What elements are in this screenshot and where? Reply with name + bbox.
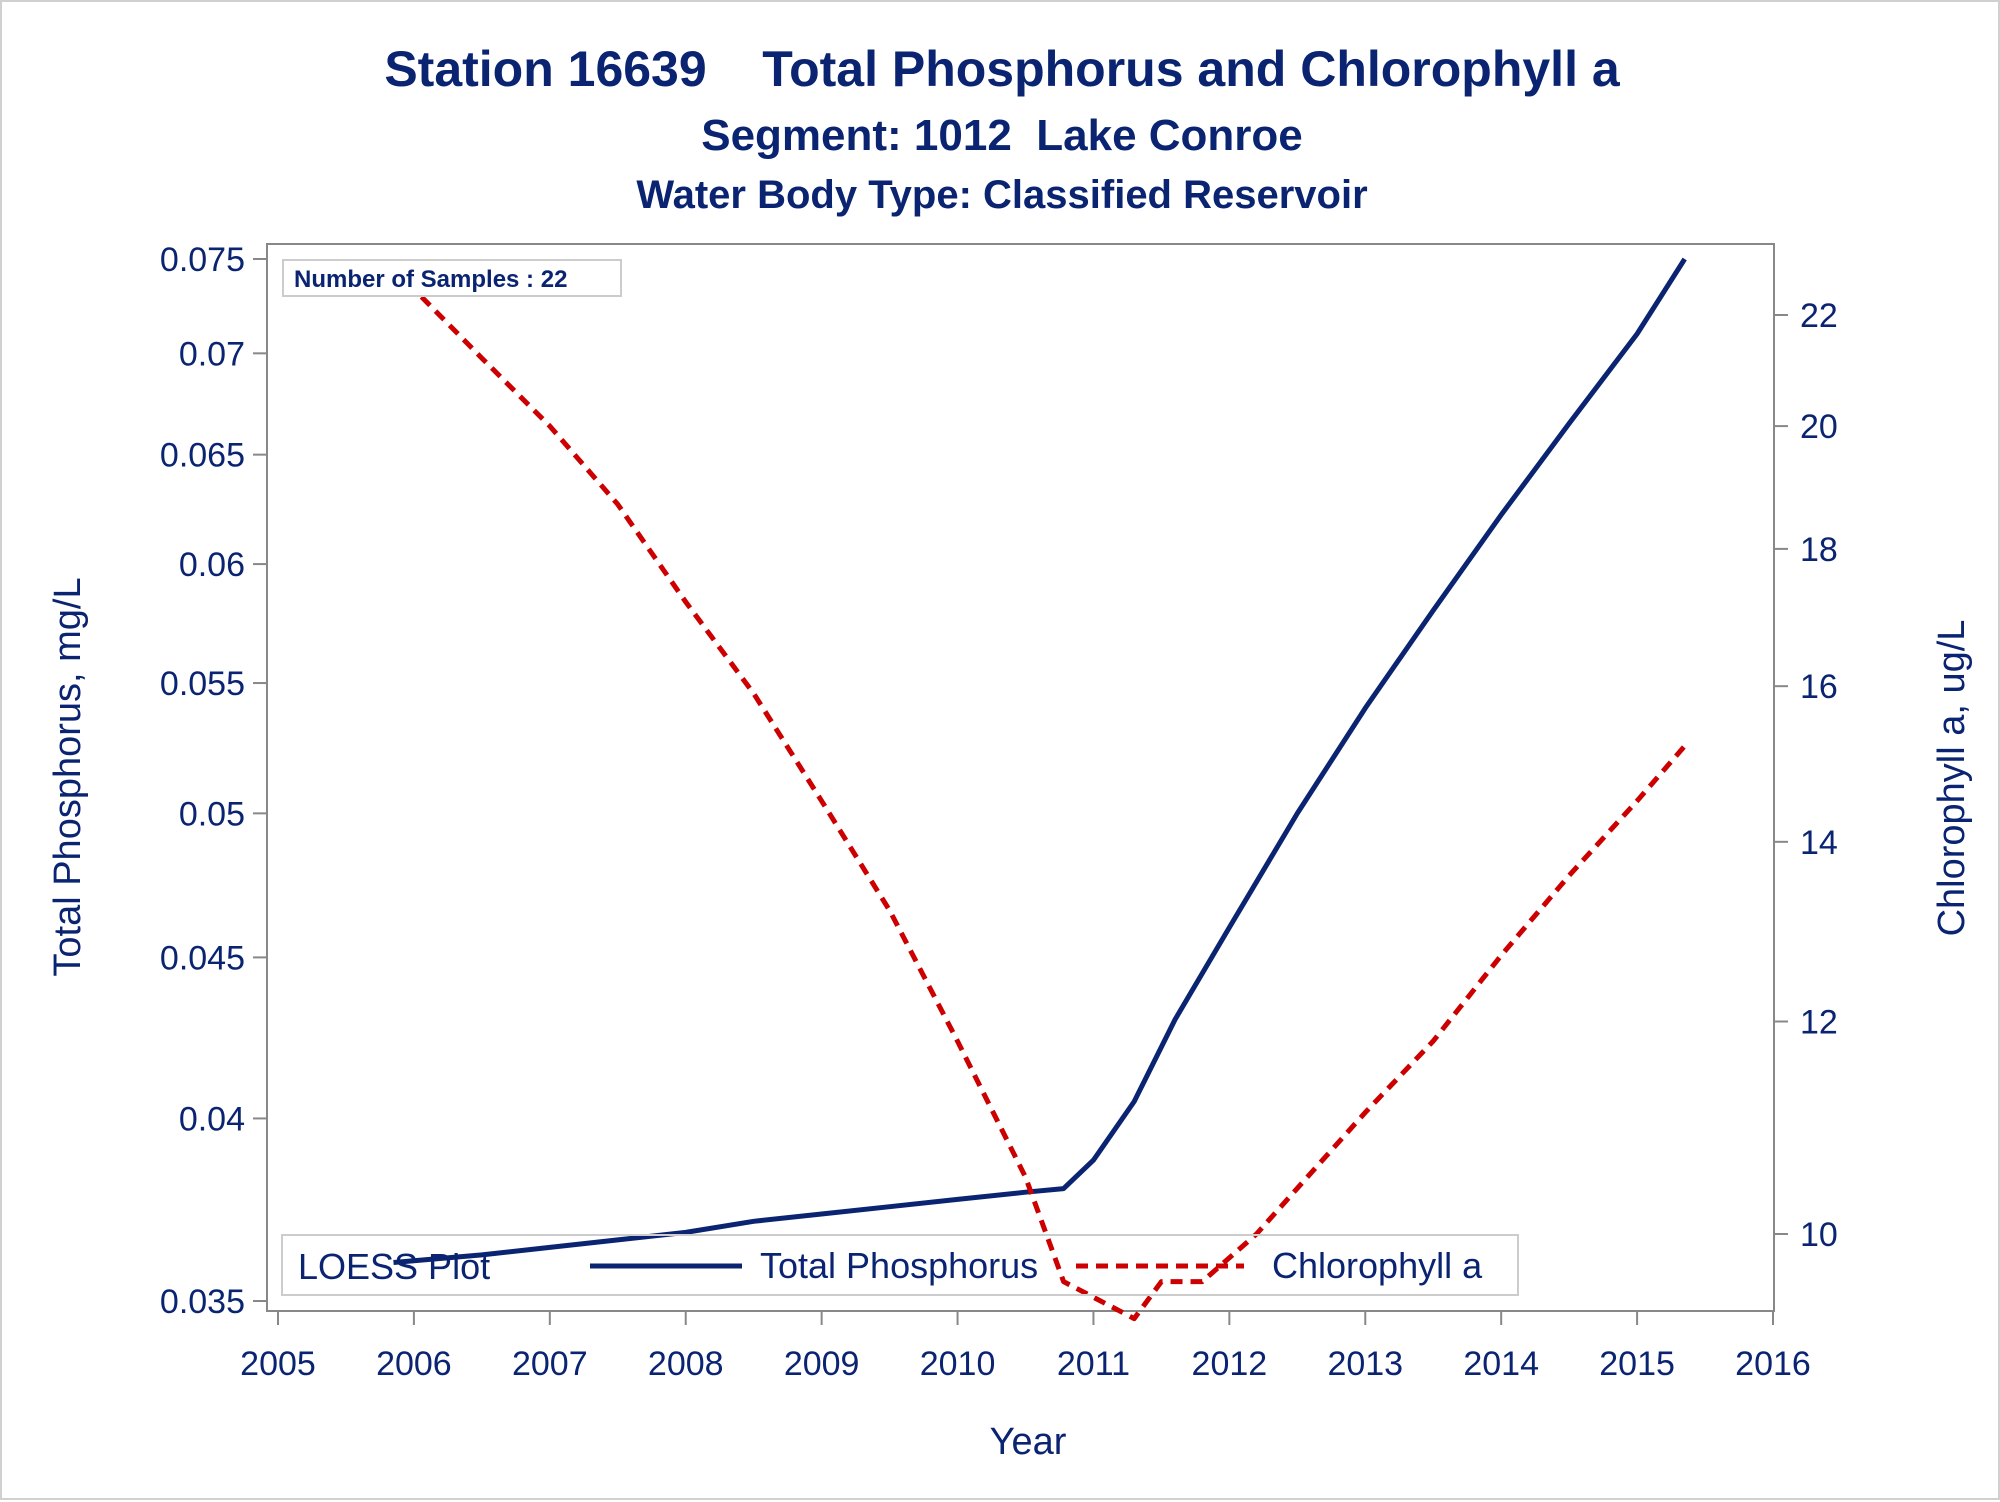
x-tick-label: 2011 — [1057, 1345, 1130, 1383]
legend-item-chlorophyll: Chlorophyll a — [1272, 1245, 1483, 1286]
series-line-chlorophyll — [391, 266, 1687, 1322]
y-axis-label: Total Phosphorus, mg/L — [47, 577, 89, 976]
y-tick-label: 0.05 — [179, 795, 245, 833]
x-axis: 2005 2006 2007 2008 2009 2010 2011 2012 2013 2014… — [240, 1311, 1811, 1383]
x-tick-label: 2007 — [512, 1345, 588, 1383]
y2-tick-label: 10 — [1800, 1216, 1838, 1254]
y-tick-label: 0.04 — [179, 1100, 245, 1138]
legend: LOESS Plot Total Phosphorus Chlorophyll … — [281, 1234, 1519, 1296]
y2-tick-label: 16 — [1800, 668, 1838, 706]
x-tick-label: 2009 — [784, 1345, 860, 1383]
y-axis-right: 10 12 14 16 18 20 22 — [1774, 297, 1838, 1254]
x-tick-label: 2012 — [1192, 1345, 1268, 1383]
y-tick-label: 0.065 — [160, 437, 245, 475]
x-axis-label: Year — [990, 1421, 1067, 1463]
legend-box — [281, 1234, 1519, 1296]
chart-title: Station 16639 Total Phosphorus and Chlor… — [384, 41, 1621, 97]
sample-count-box — [282, 259, 622, 297]
legend-item-phosphorus: Total Phosphorus — [760, 1245, 1038, 1286]
y-tick-label: 0.07 — [179, 335, 245, 373]
chart-subtitle-segment: Segment: 1012 Lake Conroe — [701, 111, 1303, 160]
y2-tick-label: 14 — [1800, 824, 1838, 862]
y-axis-left: 0.035 0.04 0.045 0.05 0.055 0.06 0.065 0.07 0.07… — [160, 241, 267, 1321]
y2-tick-label: 20 — [1800, 408, 1838, 446]
x-tick-label: 2013 — [1327, 1345, 1403, 1383]
y2-tick-label: 18 — [1800, 531, 1838, 569]
y-tick-label: 0.075 — [160, 241, 245, 279]
y2-axis-label: Chlorophyll a, ug/L — [1931, 620, 1973, 937]
x-tick-label: 2014 — [1463, 1345, 1539, 1383]
series-layer — [391, 257, 1687, 1322]
y2-tick-label: 22 — [1800, 297, 1838, 335]
y-tick-label: 0.06 — [179, 546, 245, 584]
y-tick-label: 0.045 — [160, 939, 245, 977]
chart-subtitle-waterbody: Water Body Type: Classified Reservoir — [636, 173, 1367, 217]
y-tick-label: 0.035 — [160, 1283, 245, 1321]
x-tick-label: 2005 — [240, 1345, 316, 1383]
y2-tick-label: 12 — [1800, 1003, 1838, 1041]
series-line-phosphorus — [393, 257, 1687, 1265]
legend-title: LOESS Plot — [298, 1246, 490, 1287]
plot-area — [266, 243, 1775, 1312]
x-tick-label: 2006 — [376, 1345, 452, 1383]
sample-count-label: Number of Samples : 22 — [294, 266, 567, 293]
x-tick-label: 2016 — [1735, 1345, 1811, 1383]
x-tick-label: 2015 — [1599, 1345, 1675, 1383]
y-tick-label: 0.055 — [160, 665, 245, 703]
x-tick-label: 2010 — [920, 1345, 996, 1383]
x-tick-label: 2008 — [648, 1345, 724, 1383]
